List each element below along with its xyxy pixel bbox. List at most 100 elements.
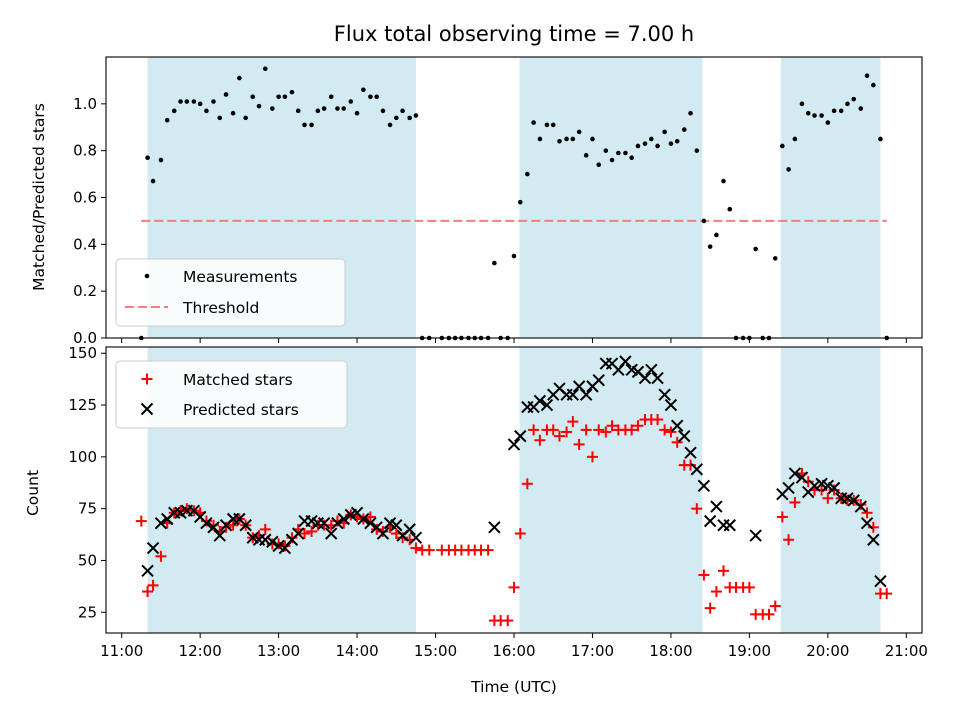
predicted-star-point xyxy=(684,446,697,459)
y-tick-label: 25 xyxy=(78,603,97,621)
measurement-point xyxy=(400,108,405,114)
predicted-star-point xyxy=(213,529,226,542)
measurement-point xyxy=(368,94,373,100)
x-tick-label: 16:00 xyxy=(492,642,535,660)
matched-star-point xyxy=(410,542,422,554)
predicted-star-point xyxy=(808,479,821,493)
x-axis-label: Time (UTC) xyxy=(470,678,557,696)
predicted-star-point xyxy=(507,438,521,451)
measurement-point xyxy=(289,89,295,95)
measurement-point xyxy=(786,167,791,172)
matched-star-point xyxy=(482,544,494,556)
measurement-point xyxy=(276,94,281,100)
matched-star-point xyxy=(717,565,729,577)
legend-predicted-label: Predicted stars xyxy=(183,401,299,419)
measurement-point xyxy=(537,136,543,142)
measurement-point xyxy=(171,108,177,114)
x-tick-label: 15:00 xyxy=(414,642,457,660)
measurement-point xyxy=(243,115,248,121)
matched-star-point xyxy=(567,416,579,428)
matched-star-point xyxy=(279,540,291,552)
measurement-point xyxy=(302,122,307,128)
measurement-point xyxy=(714,232,719,238)
bottom-legend: Matched stars Predicted stars xyxy=(115,360,348,429)
measurement-point xyxy=(812,113,817,118)
measurement-point xyxy=(387,122,393,128)
legend-matched-marker xyxy=(141,373,153,385)
matched-star-point xyxy=(227,519,239,531)
measurement-point xyxy=(191,99,197,104)
measurement-point xyxy=(374,94,379,100)
predicted-star-point xyxy=(324,527,338,540)
matched-star-point xyxy=(743,581,755,593)
predicted-star-point xyxy=(540,398,554,412)
predicted-star-point xyxy=(703,514,717,528)
measurement-point xyxy=(635,143,641,149)
legend-predicted-marker xyxy=(140,402,154,416)
matched-star-point xyxy=(534,434,546,446)
x-tick-label: 20:00 xyxy=(806,642,849,660)
measurement-point xyxy=(681,127,687,132)
matched-star-point xyxy=(685,459,697,471)
measurement-point xyxy=(819,113,824,118)
legend-matched-label: Matched stars xyxy=(183,371,293,389)
measurement-point xyxy=(492,260,497,266)
predicted-star-point xyxy=(579,388,593,401)
measurement-point xyxy=(223,92,229,97)
predicted-star-point xyxy=(678,429,691,443)
measurement-point xyxy=(145,155,150,160)
matched-star-point xyxy=(155,550,167,562)
measurement-point xyxy=(531,120,536,125)
predicted-star-point xyxy=(533,394,547,408)
measurement-point xyxy=(328,94,334,100)
predicted-star-point xyxy=(514,429,527,443)
y-tick-label: 50 xyxy=(78,551,97,569)
y-tick-label: 0.4 xyxy=(73,235,97,253)
matched-star-point xyxy=(528,424,540,436)
measurement-point xyxy=(517,199,523,205)
matched-star-point xyxy=(586,451,598,463)
matched-star-point xyxy=(514,528,526,540)
measurement-point xyxy=(211,99,216,104)
predicted-star-point xyxy=(259,533,272,546)
matched-star-point xyxy=(659,424,671,436)
predicted-star-point xyxy=(788,467,802,480)
measurement-point xyxy=(341,106,347,111)
predicted-star-point xyxy=(364,516,377,530)
y-tick-label: 150 xyxy=(68,344,97,362)
matched-star-point xyxy=(606,420,618,432)
measurement-point xyxy=(603,148,609,153)
matched-star-point xyxy=(828,484,840,496)
measurement-point xyxy=(295,108,301,114)
matched-star-point xyxy=(665,426,677,438)
y-tick-label: 75 xyxy=(78,500,97,518)
matched-star-point xyxy=(547,424,559,436)
measurement-point xyxy=(753,246,758,252)
predicted-star-point xyxy=(337,512,350,526)
measurement-point xyxy=(237,75,242,81)
predicted-star-point xyxy=(782,481,795,495)
x-tick-label: 12:00 xyxy=(179,642,222,660)
matched-star-point xyxy=(200,515,212,527)
predicted-star-point xyxy=(638,371,652,385)
matched-star-point xyxy=(822,492,834,504)
measurement-point xyxy=(158,157,164,163)
predicted-star-point xyxy=(566,388,580,401)
predicted-star-point xyxy=(717,519,730,532)
measurement-point xyxy=(150,178,156,184)
predicted-star-point xyxy=(266,535,279,549)
matched-star-point xyxy=(691,503,703,515)
predicted-star-point xyxy=(645,363,658,377)
measurement-point xyxy=(321,106,327,111)
matched-star-point xyxy=(306,525,318,537)
measurement-point xyxy=(217,115,223,121)
measurement-point xyxy=(354,110,360,116)
matched-star-point xyxy=(423,544,435,556)
shaded-interval-top-2 xyxy=(780,57,881,338)
measurement-point xyxy=(805,110,811,116)
predicted-star-point xyxy=(146,541,160,555)
matched-star-point xyxy=(769,600,781,612)
measurement-point xyxy=(230,110,236,116)
matched-star-point xyxy=(259,523,271,535)
predicted-star-point xyxy=(867,533,880,546)
